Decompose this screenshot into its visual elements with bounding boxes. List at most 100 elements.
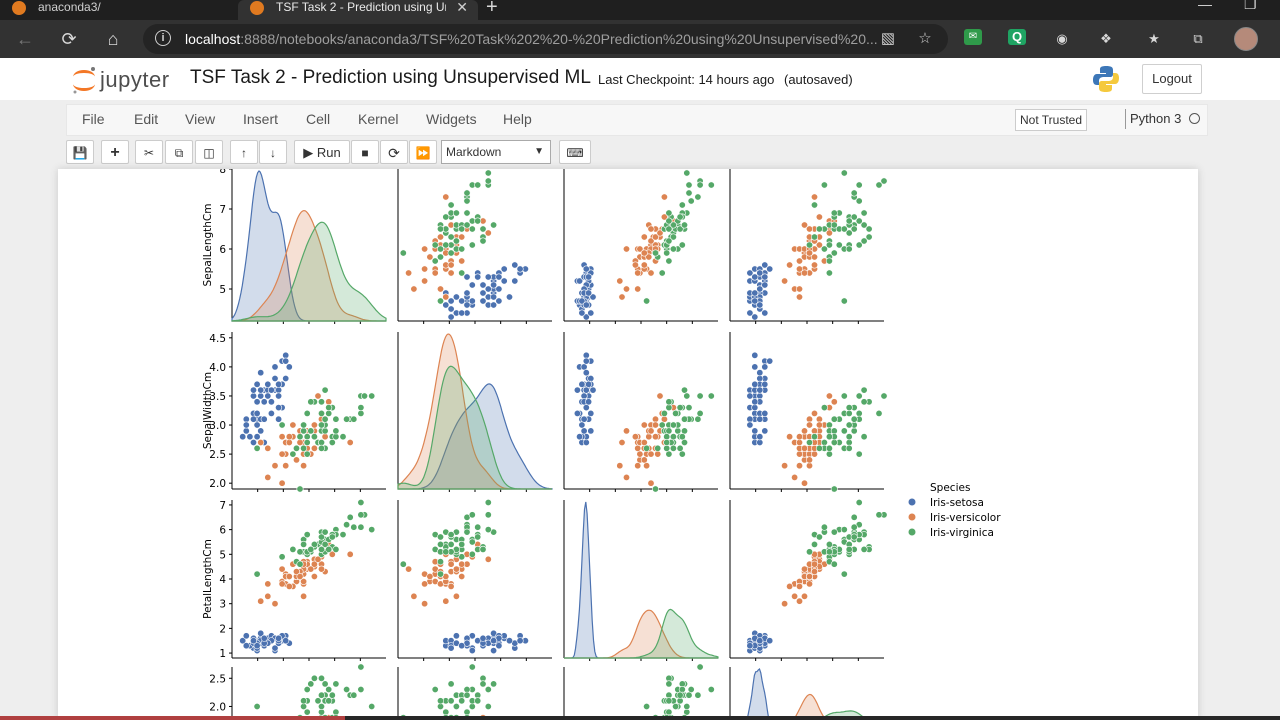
extension-mail-icon[interactable]: ✉ — [964, 29, 982, 45]
tab-title: anaconda3/ — [38, 0, 101, 14]
scatter-point — [495, 642, 503, 650]
menu-widgets[interactable]: Widgets — [426, 111, 477, 127]
scatter-point — [490, 647, 498, 655]
scatter-point — [751, 427, 759, 435]
close-tab-icon[interactable]: ✕ — [456, 0, 468, 15]
scatter-point — [647, 269, 655, 277]
scatter-point — [303, 433, 311, 441]
scatter-point — [643, 444, 651, 452]
scatter-point — [800, 427, 808, 435]
move-down-button[interactable]: ↓ — [259, 140, 287, 164]
menu-help[interactable]: Help — [503, 111, 532, 127]
scatter-point — [830, 209, 838, 217]
scatter-point — [257, 427, 265, 435]
scatter-point — [468, 647, 476, 655]
extension-sheets-icon[interactable]: Q — [1008, 29, 1026, 45]
scatter-point — [850, 513, 858, 521]
scatter-point — [578, 297, 586, 305]
scatter-point — [516, 637, 524, 645]
scatter-point — [300, 462, 308, 470]
y-tick-label: 4.0 — [209, 362, 226, 374]
minimize-window-icon[interactable]: — — [1198, 0, 1212, 12]
menu-insert[interactable]: Insert — [243, 111, 279, 127]
tab-anaconda[interactable]: anaconda3/ — [0, 0, 235, 20]
scatter-point — [447, 540, 455, 548]
scatter-point — [616, 277, 624, 285]
not-trusted-badge[interactable]: Not Trusted — [1015, 109, 1087, 131]
extensions-puzzle-icon[interactable]: ❖ — [1100, 31, 1112, 46]
insert-cell-button[interactable]: + — [101, 140, 129, 164]
restart-kernel-button[interactable]: ⟳ — [380, 140, 408, 164]
scatter-point — [474, 523, 482, 531]
scatter-point — [431, 241, 439, 249]
scatter-point — [696, 663, 704, 671]
new-tab-icon[interactable]: + — [486, 0, 498, 18]
menu-kernel[interactable]: Kernel — [358, 111, 399, 127]
notebook-title[interactable]: TSF Task 2 - Prediction using Unsupervis… — [190, 67, 591, 88]
cell-type-select[interactable]: Markdown ▼ — [441, 140, 551, 164]
scatter-point — [447, 249, 455, 257]
scatter-point — [761, 409, 769, 417]
scatter-point — [875, 181, 883, 189]
site-info-icon[interactable]: i — [155, 30, 171, 46]
scatter-point — [786, 433, 794, 441]
interrupt-button[interactable]: ■ — [351, 140, 379, 164]
y-axis-label: SepalWidthCm — [202, 372, 214, 449]
favorites-icon[interactable]: ★ — [1148, 31, 1160, 46]
scatter-point — [795, 438, 803, 446]
copy-button[interactable]: ⧉ — [165, 140, 193, 164]
scatter-point — [242, 642, 250, 650]
reload-icon[interactable]: ⟳ — [61, 29, 77, 49]
scatter-point — [825, 540, 833, 548]
tab-notebook[interactable]: TSF Task 2 - Prediction using Unsu ✕ — [238, 0, 478, 20]
scatter-point — [791, 473, 799, 481]
run-button[interactable]: ▶ Run — [294, 140, 350, 164]
back-icon[interactable]: ← — [16, 29, 34, 49]
scatter-point — [676, 404, 684, 412]
kernel-name[interactable]: Python 3 — [1130, 111, 1182, 126]
restore-window-icon[interactable]: ❐ — [1244, 0, 1257, 12]
collections-icon[interactable]: ⧉ — [1193, 31, 1203, 46]
scatter-point — [458, 560, 466, 568]
jupyter-logo[interactable]: jupyter — [70, 65, 180, 95]
restart-run-all-button[interactable]: ⏩ — [409, 140, 437, 164]
kde-curve-iris-versicolor — [792, 693, 828, 720]
scatter-point — [303, 409, 311, 417]
scatter-point — [271, 462, 279, 470]
scatter-point — [805, 456, 813, 464]
paste-button[interactable]: ◫ — [195, 140, 223, 164]
scatter-point — [317, 438, 325, 446]
scatter-point — [845, 217, 853, 225]
scatter-point — [346, 438, 354, 446]
menu-file[interactable]: File — [82, 111, 105, 127]
y-tick-label: 6 — [219, 244, 226, 256]
scatter-point — [634, 269, 642, 277]
logout-button[interactable]: Logout — [1142, 64, 1202, 94]
move-up-button[interactable]: ↑ — [230, 140, 258, 164]
scatter-point — [479, 281, 487, 289]
reader-view-icon[interactable]: ▧ — [880, 30, 896, 47]
save-button[interactable]: 💾 — [66, 140, 94, 164]
profile-avatar[interactable] — [1234, 27, 1258, 51]
command-palette-button[interactable]: ⌨ — [559, 140, 591, 164]
address-bar[interactable]: i localhost:8888/notebooks/anaconda3/TSF… — [143, 24, 948, 54]
menu-cell[interactable]: Cell — [306, 111, 331, 127]
extension-circle-icon[interactable]: ◉ — [1056, 31, 1068, 46]
scatter-point — [825, 444, 833, 452]
scatter-point — [830, 560, 838, 568]
scatter-point — [260, 634, 268, 642]
menu-edit[interactable]: Edit — [134, 111, 159, 127]
scatter-point — [665, 404, 673, 412]
scatter-point — [665, 398, 673, 406]
home-icon[interactable]: ⌂ — [107, 29, 119, 49]
scatter-point — [317, 565, 325, 573]
scatter-point — [447, 305, 455, 313]
scatter-point — [622, 473, 630, 481]
scatter-point — [746, 269, 754, 277]
scatter-point — [468, 511, 476, 519]
y-tick-label: 2.5 — [209, 449, 226, 461]
scatter-point — [810, 427, 818, 435]
add-favorite-icon[interactable]: ☆ — [918, 30, 932, 47]
menu-view[interactable]: View — [185, 111, 216, 127]
cut-button[interactable]: ✂ — [135, 140, 163, 164]
